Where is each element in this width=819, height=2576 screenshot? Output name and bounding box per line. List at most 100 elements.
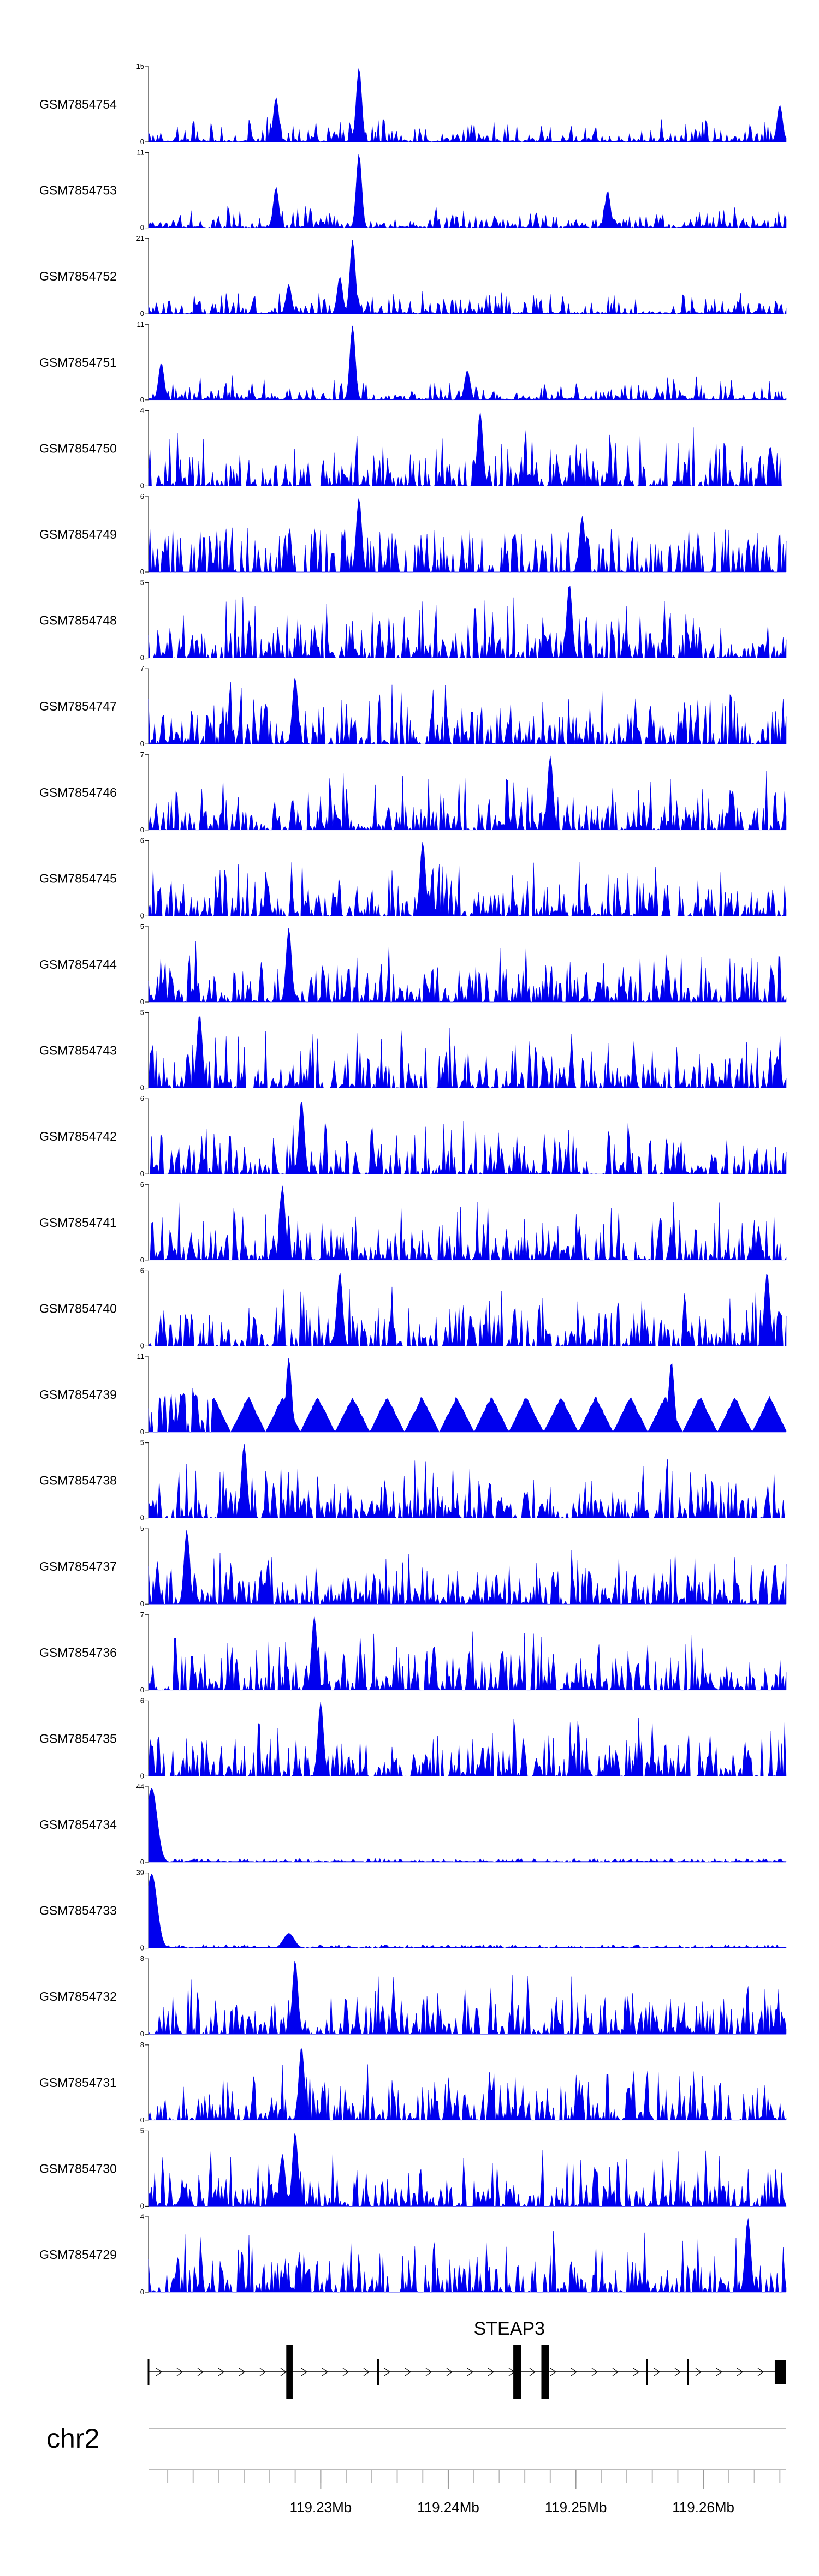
track-y-tick-label: 0 xyxy=(140,2116,144,2124)
track-y-tick-label: 11 xyxy=(137,148,145,157)
track-y-tick-label: 0 xyxy=(140,309,144,318)
coverage-area xyxy=(148,1358,787,1433)
gene-exon xyxy=(774,2360,786,2384)
track-GSM7854748: GSM7854748 5 0 xyxy=(39,579,787,662)
track-GSM7854739: GSM7854739 11 0 xyxy=(39,1352,787,1436)
track-label: GSM7854729 xyxy=(39,2247,117,2262)
track-y-tick-label: 5 xyxy=(140,1009,144,1017)
coverage-tracks: GSM7854754150GSM7854753110GSM7854752210G… xyxy=(39,62,787,2296)
track-GSM7854742: GSM7854742 6 0 xyxy=(39,1094,787,1178)
coverage-area xyxy=(148,412,786,487)
track-label: GSM7854737 xyxy=(39,1559,117,1573)
gene-exon xyxy=(541,2345,549,2399)
track-label: GSM7854733 xyxy=(39,1904,117,1918)
track-GSM7854754: GSM7854754 15 0 xyxy=(39,62,787,146)
track-label: GSM7854744 xyxy=(39,957,117,971)
x-tick-label: 119.25Mb xyxy=(545,2499,607,2515)
track-label: GSM7854748 xyxy=(39,613,117,628)
track-y-tick-label: 7 xyxy=(140,664,144,672)
coverage-area xyxy=(148,928,787,1003)
coverage-area xyxy=(148,1185,787,1261)
track-label: GSM7854731 xyxy=(39,2076,117,2090)
coverage-area xyxy=(148,1615,787,1691)
strand-arrow-icon xyxy=(467,2368,474,2376)
track-y-tick-label: 5 xyxy=(140,1439,144,1447)
strand-arrow-icon xyxy=(259,2368,266,2376)
coverage-area xyxy=(148,68,787,142)
track-y-tick-label: 0 xyxy=(140,1686,144,1694)
track-label: GSM7854730 xyxy=(39,2161,117,2175)
x-tick-label: 119.26Mb xyxy=(672,2499,734,2515)
strand-arrow-icon xyxy=(550,2368,557,2376)
track-y-tick-label: 6 xyxy=(140,1094,144,1102)
track-y-tick-label: 0 xyxy=(140,396,144,404)
track-y-tick-label: 6 xyxy=(140,836,144,844)
strand-arrow-icon xyxy=(363,2368,370,2376)
track-GSM7854731: GSM7854731 8 0 xyxy=(39,2041,787,2124)
track-y-tick-label: 7 xyxy=(140,1611,144,1619)
track-label: GSM7854738 xyxy=(39,1474,117,1488)
track-label: GSM7854735 xyxy=(39,1731,117,1745)
track-y-tick-label: 11 xyxy=(137,320,145,329)
track-y-tick-label: 5 xyxy=(140,1524,144,1533)
track-y-tick-label: 6 xyxy=(140,1180,144,1189)
track-label: GSM7854753 xyxy=(39,183,117,198)
strand-arrow-icon xyxy=(176,2368,183,2376)
coverage-area xyxy=(148,1961,787,2035)
strand-arrow-icon xyxy=(405,2368,412,2376)
track-label: GSM7854739 xyxy=(39,1387,117,1402)
track-y-tick-label: 0 xyxy=(140,224,144,232)
track-GSM7854733: GSM7854733 39 0 xyxy=(39,1869,787,1952)
track-GSM7854746: GSM7854746 7 0 xyxy=(39,750,787,834)
coverage-area xyxy=(148,1273,787,1347)
track-GSM7854749: GSM7854749 6 0 xyxy=(39,492,787,576)
track-GSM7854730: GSM7854730 5 0 xyxy=(39,2126,787,2210)
strand-arrow-icon xyxy=(446,2368,453,2376)
strand-arrow-icon xyxy=(156,2368,163,2376)
coverage-area xyxy=(148,2218,787,2293)
track-y-tick-label: 0 xyxy=(140,1772,144,1780)
track-GSM7854736: GSM7854736 7 0 xyxy=(39,1611,787,1694)
track-label: GSM7854736 xyxy=(39,1645,117,1660)
track-y-tick-label: 0 xyxy=(140,2288,144,2296)
strand-arrow-icon xyxy=(197,2368,204,2376)
track-GSM7854743: GSM7854743 5 0 xyxy=(39,1009,787,1092)
coverage-area xyxy=(148,1702,787,1777)
track-y-tick-label: 21 xyxy=(136,234,144,242)
strand-arrow-icon xyxy=(301,2368,308,2376)
track-y-tick-label: 0 xyxy=(140,740,144,748)
strand-arrow-icon xyxy=(529,2368,536,2376)
track-label: GSM7854742 xyxy=(39,1129,117,1143)
track-y-tick-label: 0 xyxy=(140,2030,144,2038)
track-y-tick-label: 15 xyxy=(136,62,144,70)
coverage-area xyxy=(148,154,787,229)
track-y-tick-label: 39 xyxy=(136,1869,144,1877)
track-y-tick-label: 4 xyxy=(140,2213,144,2221)
track-y-tick-label: 0 xyxy=(140,2202,144,2210)
coverage-area xyxy=(148,1530,787,1605)
track-GSM7854738: GSM7854738 5 0 xyxy=(39,1439,787,1522)
track-GSM7854744: GSM7854744 5 0 xyxy=(39,922,787,1006)
track-GSM7854752: GSM7854752 21 0 xyxy=(39,234,787,318)
track-y-tick-label: 5 xyxy=(140,922,144,931)
track-label: GSM7854734 xyxy=(39,1817,117,1832)
coverage-area xyxy=(148,1787,787,1863)
strand-arrow-icon xyxy=(716,2368,723,2376)
track-label: GSM7854754 xyxy=(39,97,117,111)
strand-arrow-icon xyxy=(425,2368,432,2376)
coverage-area xyxy=(148,678,787,745)
track-label: GSM7854746 xyxy=(39,785,117,800)
strand-arrow-icon xyxy=(633,2368,640,2376)
coverage-area xyxy=(148,2133,787,2207)
track-y-tick-label: 6 xyxy=(140,492,144,500)
track-y-tick-label: 44 xyxy=(136,1782,144,1791)
track-GSM7854745: GSM7854745 6 0 xyxy=(39,836,787,920)
track-GSM7854750: GSM7854750 4 0 xyxy=(39,406,786,490)
strand-arrow-icon xyxy=(612,2368,619,2376)
genome-axis: chr2 119.23Mb 119.24Mb 119.25Mb 119.26Mb xyxy=(46,2423,786,2515)
track-label: GSM7854752 xyxy=(39,269,117,283)
strand-arrow-icon xyxy=(591,2368,598,2376)
track-y-tick-label: 4 xyxy=(140,406,144,414)
track-label: GSM7854741 xyxy=(39,1215,117,1230)
